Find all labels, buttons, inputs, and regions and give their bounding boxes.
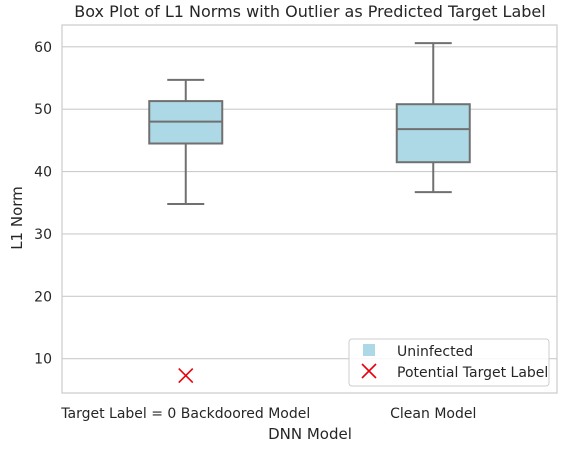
y-tick-label-20: 20 bbox=[34, 289, 52, 305]
x-tick-label-2: Clean Model bbox=[390, 406, 476, 422]
legend: Uninfected Potential Target Label bbox=[348, 338, 550, 387]
y-tick-label-50: 50 bbox=[34, 102, 52, 118]
x-stroke-b bbox=[178, 367, 194, 384]
x-axis-label: DNN Model bbox=[268, 425, 352, 443]
x-stroke-b bbox=[361, 363, 377, 379]
y-tick-labels: 10 20 30 40 50 60 bbox=[34, 40, 52, 368]
x-tick-label-1: Target Label = 0 Backdoored Model bbox=[60, 406, 310, 422]
box-1 bbox=[148, 78, 224, 206]
legend-potential-target-label: Potential Target Label bbox=[397, 365, 548, 381]
legend-uninfected-label: Uninfected bbox=[397, 344, 473, 360]
y-tick-label-10: 10 bbox=[34, 352, 52, 368]
x-tick-labels: Target Label = 0 Backdoored Model Clean M… bbox=[60, 406, 476, 422]
y-tick-label-40: 40 bbox=[34, 165, 52, 181]
box-series bbox=[148, 42, 471, 206]
legend-potential-target-label-x-icon bbox=[361, 363, 377, 379]
plot-frame bbox=[61, 24, 558, 394]
y-axis-label: L1 Norm bbox=[8, 186, 26, 250]
legend-uninfected-swatch bbox=[363, 344, 375, 356]
legend-x-glyph bbox=[361, 363, 377, 379]
y-tick-label-60: 60 bbox=[34, 40, 52, 56]
grid-lines bbox=[62, 46, 557, 360]
box-iqr bbox=[395, 103, 471, 164]
marker-series bbox=[178, 367, 194, 384]
legend-frame bbox=[348, 338, 550, 387]
outlier-marker-1 bbox=[178, 367, 194, 384]
y-tick-label-30: 30 bbox=[34, 227, 52, 243]
chart-title: Box Plot of L1 Norms with Outlier as Pre… bbox=[74, 2, 545, 21]
box-2 bbox=[395, 42, 471, 194]
